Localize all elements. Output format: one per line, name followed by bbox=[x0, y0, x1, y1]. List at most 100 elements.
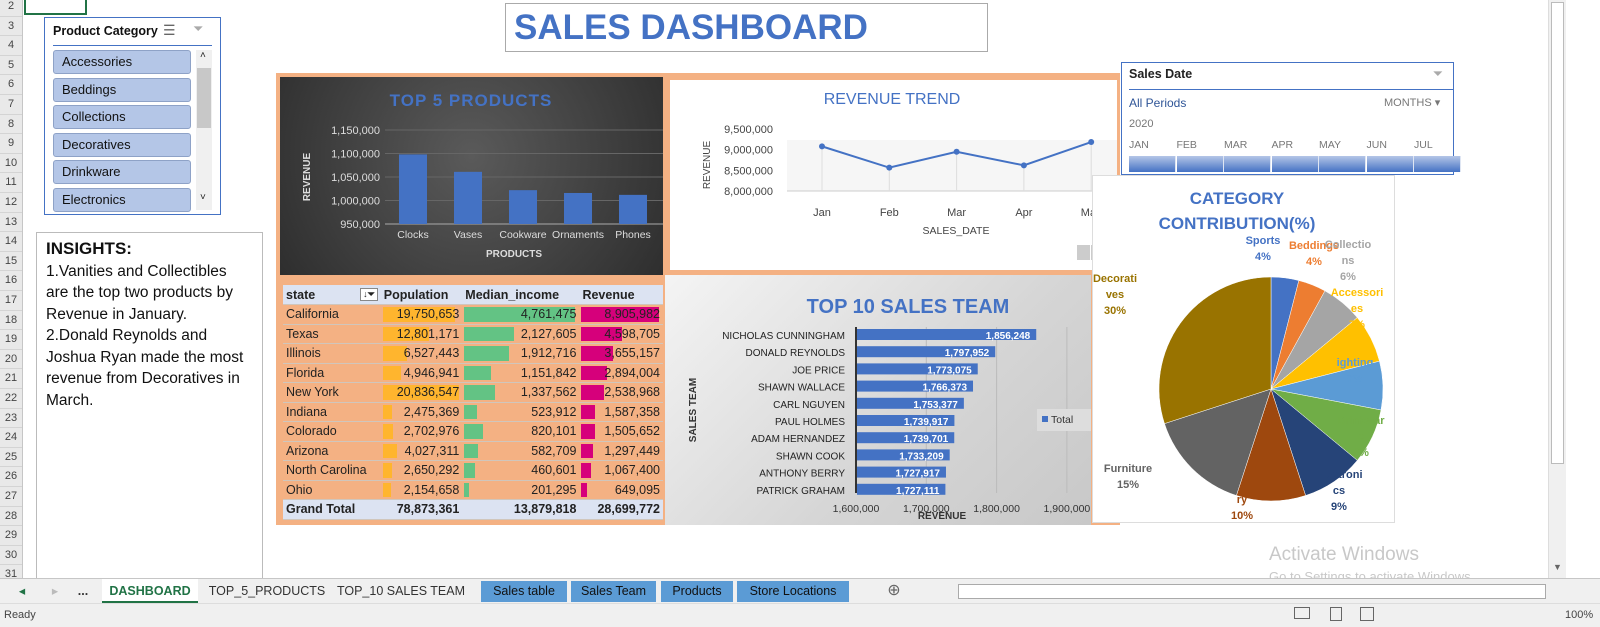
table-row[interactable]: Indiana 2,475,369 523,912 1,587,358 bbox=[283, 402, 663, 422]
timeline-month-bar[interactable] bbox=[1319, 156, 1366, 172]
timeline-month-bar[interactable] bbox=[1129, 156, 1176, 172]
row-number[interactable]: 8 bbox=[0, 115, 22, 135]
row-number[interactable]: 16 bbox=[0, 271, 22, 291]
top-10-sales-team-chart[interactable]: TOP 10 SALES TEAM 1,600,000 1,700,000 1,800… bbox=[665, 275, 1091, 525]
slice-label: ns bbox=[1342, 255, 1355, 267]
data-label: 1,727,111 bbox=[896, 486, 940, 497]
row-number[interactable]: 7 bbox=[0, 95, 22, 115]
row-number[interactable]: 10 bbox=[0, 154, 22, 174]
cell-value: 523,912 bbox=[531, 404, 577, 419]
horizontal-scrollbar[interactable] bbox=[958, 584, 1546, 599]
row-number[interactable]: 6 bbox=[0, 75, 22, 95]
tab-store-locations[interactable]: Store Locations bbox=[737, 581, 849, 602]
row-number[interactable]: 2 bbox=[0, 0, 22, 17]
row-number[interactable]: 21 bbox=[0, 369, 22, 389]
row-number[interactable]: 15 bbox=[0, 252, 22, 272]
data-bar bbox=[464, 404, 477, 419]
tab-scroll-left-icon[interactable]: ◂ bbox=[18, 584, 26, 598]
page-break-icon[interactable] bbox=[1360, 607, 1374, 621]
scroll-thumb[interactable] bbox=[1551, 2, 1564, 464]
tab-top-5-products[interactable]: TOP_5_PRODUCTS bbox=[208, 584, 326, 598]
multi-select-icon[interactable]: ☰ bbox=[163, 22, 176, 38]
data-bar bbox=[581, 326, 622, 341]
state-pivot-table[interactable]: state ↓⏷ Population Median_income Revenue Cal… bbox=[283, 285, 663, 521]
row-number[interactable]: 9 bbox=[0, 134, 22, 154]
scroll-thumb[interactable] bbox=[197, 68, 211, 128]
row-number[interactable]: 28 bbox=[0, 507, 22, 527]
table-row[interactable]: Arizona 4,027,311 582,709 1,297,449 bbox=[283, 441, 663, 461]
timeline-month-bar[interactable] bbox=[1366, 156, 1414, 172]
row-number[interactable]: 13 bbox=[0, 213, 22, 233]
slicer-item-electronics[interactable]: Electronics bbox=[53, 187, 191, 212]
product-category-slicer[interactable]: Product Category ☰ ⏷ Accessories Beddings… bbox=[44, 17, 221, 215]
row-number[interactable]: 23 bbox=[0, 409, 22, 429]
tab-products[interactable]: Products bbox=[661, 581, 733, 602]
tab-scroll-right-icon[interactable]: ▸ bbox=[51, 584, 59, 598]
tab-sales-table[interactable]: Sales table bbox=[481, 581, 567, 602]
cell-value: 1,151,842 bbox=[520, 365, 577, 380]
slice-percent: 7% bbox=[1349, 319, 1365, 331]
table-row[interactable]: North Carolina 2,650,292 460,601 1,067,400 bbox=[283, 460, 663, 481]
time-level-dropdown[interactable]: MONTHS ▾ bbox=[1384, 96, 1440, 109]
table-row[interactable]: Illinois 6,527,443 1,912,716 3,655,157 bbox=[283, 343, 663, 364]
row-number[interactable]: 12 bbox=[0, 193, 22, 213]
timeline-month-bar[interactable] bbox=[1414, 156, 1461, 172]
zoom-level[interactable]: 100% bbox=[1565, 609, 1594, 621]
page-layout-icon[interactable] bbox=[1330, 607, 1342, 621]
table-row[interactable]: California 19,750,653 4,761,475 8,905,982 bbox=[283, 304, 663, 325]
row-number[interactable]: 27 bbox=[0, 487, 22, 507]
row-number[interactable]: 5 bbox=[0, 56, 22, 76]
selected-cell[interactable] bbox=[24, 0, 87, 15]
row-number[interactable]: 3 bbox=[0, 17, 22, 37]
row-number[interactable]: 24 bbox=[0, 428, 22, 448]
slicer-scrollbar[interactable]: ˄ ˅ bbox=[196, 50, 212, 210]
slicer-item-drinkware[interactable]: Drinkware bbox=[53, 160, 191, 184]
row-number[interactable]: 18 bbox=[0, 311, 22, 331]
column-header-state[interactable]: state ↓⏷ bbox=[283, 285, 381, 305]
revenue-trend-chart[interactable]: REVENUE TREND 9,500,000 9,000,000 8,500,000… bbox=[670, 80, 1117, 270]
timeline-month-bar[interactable] bbox=[1271, 156, 1319, 172]
cell-value: 1,297,449 bbox=[604, 443, 660, 458]
row-number[interactable]: 4 bbox=[0, 36, 22, 56]
slicer-item-decoratives[interactable]: Decoratives bbox=[53, 132, 191, 157]
row-number[interactable]: 29 bbox=[0, 526, 22, 546]
row-number[interactable]: 19 bbox=[0, 330, 22, 350]
add-sheet-icon[interactable]: ⊕ bbox=[887, 582, 901, 599]
row-number[interactable]: 30 bbox=[0, 546, 22, 566]
slicer-item-collections[interactable]: Collections bbox=[53, 105, 191, 129]
row-number[interactable]: 14 bbox=[0, 232, 22, 252]
scroll-down-icon[interactable]: ˅ bbox=[200, 192, 206, 203]
clear-filter-icon[interactable]: ⏷ bbox=[1432, 66, 1443, 81]
row-number[interactable]: 26 bbox=[0, 467, 22, 487]
tab-dashboard[interactable]: DASHBOARD bbox=[102, 579, 198, 603]
row-number[interactable]: 22 bbox=[0, 389, 22, 409]
row-headers[interactable]: 2 3 4 5 6 7 8 9 10 11 12 13 14 15 16 17 18 19 20 21 22 23 24 25… bbox=[0, 0, 23, 585]
row-number[interactable]: 20 bbox=[0, 350, 22, 370]
sales-date-timeline[interactable]: Sales Date ⏷ All Periods MONTHS ▾ 2020 J… bbox=[1121, 62, 1461, 175]
table-row[interactable]: Texas 12,801,171 2,127,605 4,598,705 bbox=[283, 324, 663, 344]
timeline-month-bar[interactable] bbox=[1224, 156, 1271, 172]
scroll-down-icon[interactable]: ▼ bbox=[1553, 562, 1562, 572]
timeline-month-bar[interactable] bbox=[1176, 156, 1224, 172]
scroll-up-icon[interactable]: ˄ bbox=[200, 50, 206, 61]
y-tick-label: ADAM HERNANDEZ bbox=[751, 434, 845, 445]
slice-label: Furniture bbox=[1104, 463, 1152, 475]
table-row[interactable]: Ohio 2,154,658 201,295 649,095 bbox=[283, 480, 663, 500]
tab-sales-team[interactable]: Sales Team bbox=[571, 581, 656, 602]
category-contribution-chart[interactable]: CATEGORY CONTRIBUTION(%) Sports 4% Beddings 4… bbox=[1092, 175, 1395, 523]
normal-view-icon[interactable] bbox=[1294, 607, 1310, 619]
slicer-item-beddings[interactable]: Beddings bbox=[53, 77, 191, 102]
slicer-item-accessories[interactable]: Accessories bbox=[53, 50, 191, 74]
row-number[interactable]: 17 bbox=[0, 291, 22, 311]
table-row[interactable]: Florida 4,946,941 1,151,842 2,894,004 bbox=[283, 363, 663, 383]
table-row[interactable]: Colorado 2,702,976 820,101 1,505,652 bbox=[283, 421, 663, 442]
top-5-products-chart[interactable]: TOP 5 PRODUCTS 1,150,000 1,100,000 1,050,00… bbox=[280, 77, 663, 275]
tab-top-10-sales-team[interactable]: TOP_10 SALES TEAM bbox=[336, 584, 466, 598]
clear-filter-icon[interactable]: ⏷ bbox=[193, 21, 204, 36]
row-number[interactable]: 25 bbox=[0, 448, 22, 468]
vertical-scrollbar[interactable]: ▼ bbox=[1548, 0, 1566, 578]
table-row[interactable]: New York 20,836,547 1,337,562 2,538,968 bbox=[283, 382, 663, 403]
more-tabs-button[interactable]: ... bbox=[77, 584, 89, 598]
row-number[interactable]: 11 bbox=[0, 173, 22, 193]
filter-sort-icon[interactable]: ↓⏷ bbox=[360, 287, 378, 301]
